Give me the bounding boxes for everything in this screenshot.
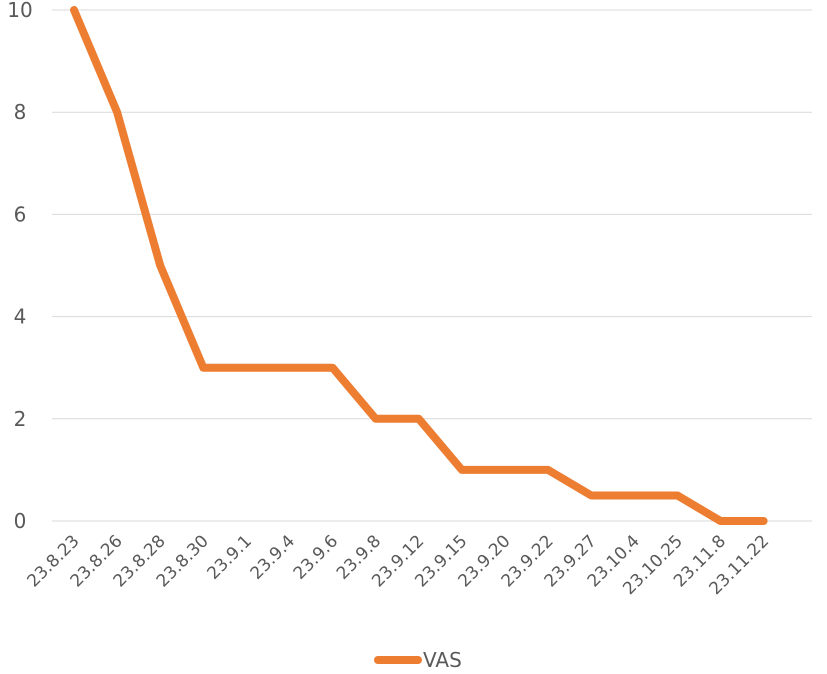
x-axis-tick-labels: 23.8.2323.8.2623.8.2823.8.3023.9.123.9.4…: [24, 531, 774, 599]
y-tick-label: 0: [14, 509, 27, 533]
series-lines: [70, 6, 768, 525]
gridlines: [52, 9, 812, 522]
legend: VAS: [374, 648, 462, 672]
x-tick-label: 23.9.4: [247, 531, 299, 583]
series-line-vas: [70, 6, 768, 525]
legend-label: VAS: [423, 648, 462, 672]
x-tick-label: 23.9.6: [290, 531, 342, 583]
x-tick-label: 23.9.1: [204, 531, 256, 583]
y-tick-label: 10: [7, 0, 32, 22]
y-tick-label: 8: [14, 100, 27, 124]
y-tick-label: 2: [14, 407, 27, 431]
y-axis-tick-labels: 0 2 4 6 8 10: [7, 0, 32, 533]
y-tick-label: 4: [14, 305, 27, 329]
y-tick-label: 6: [14, 202, 27, 226]
